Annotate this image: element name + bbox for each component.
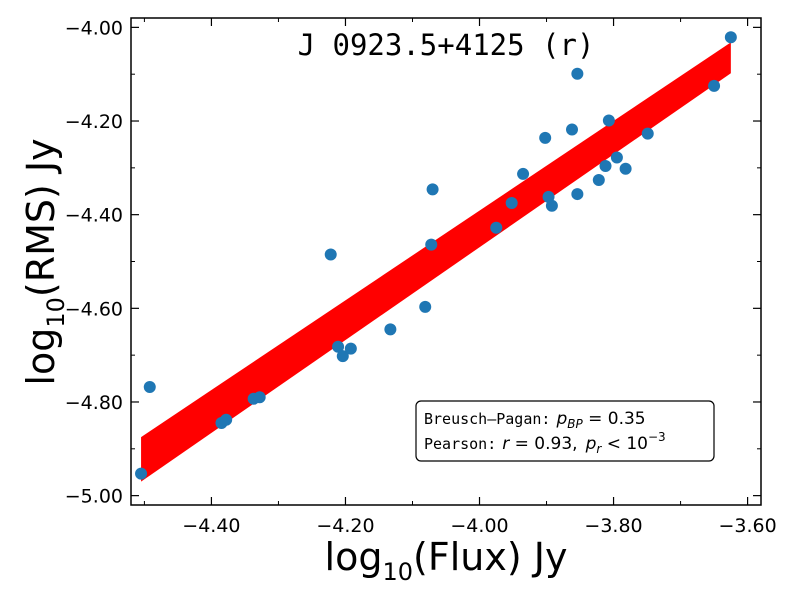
y-tick-label: −5.00 (65, 486, 123, 508)
x-axis-label: log10(Flux) Jy (325, 535, 568, 586)
regression-band (141, 42, 731, 482)
y-tick-label: −4.60 (65, 298, 123, 320)
data-point (220, 413, 233, 426)
y-tick-label: −4.40 (65, 205, 123, 227)
data-point (384, 323, 397, 336)
data-point (619, 162, 632, 175)
data-point (426, 183, 439, 196)
y-tick-label: −4.20 (65, 111, 123, 133)
data-point (599, 159, 612, 172)
data-point (336, 350, 349, 363)
data-point (566, 123, 578, 136)
chart-title: J 0923.5+4125 (r) (298, 28, 595, 62)
x-tick-label: −3.80 (584, 515, 642, 537)
y-axis-label-tail: (RMS) Jy (19, 138, 63, 297)
y-axis-label-sub: 10 (42, 297, 70, 328)
x-tick-label: −4.40 (182, 515, 240, 537)
x-tick-label: −4.00 (450, 515, 508, 537)
data-point (592, 174, 605, 187)
data-point (425, 238, 438, 251)
data-point (571, 188, 584, 201)
stats-box-frame (415, 400, 715, 462)
data-point (505, 196, 518, 209)
data-point (610, 151, 623, 164)
data-point (344, 342, 357, 355)
bp-stat-line: Breusch–Pagan: pBP = 0.35 (424, 409, 646, 431)
bp-symbol: p (555, 409, 567, 429)
fit-band-layer (141, 42, 731, 482)
x-tick-label: −3.60 (718, 515, 776, 537)
ticks-layer: −4.40 −4.20 −4.00 −3.80 −3.60 −5.00 −4.80 −4.60… (65, 17, 777, 537)
data-point (571, 67, 584, 80)
pearson-stat-line: Pearson: r = 0.93, pr < 10−3 (424, 430, 666, 456)
y-tick-label: −4.80 (65, 392, 123, 414)
data-point (539, 131, 552, 144)
data-point (602, 114, 615, 127)
data-points-layer (135, 31, 737, 480)
bp-label: Breusch–Pagan: (424, 410, 550, 428)
data-point (324, 248, 337, 261)
y-axis-label: log10(RMS) Jy (19, 138, 70, 385)
pearson-label: Pearson: (424, 435, 496, 453)
data-point (708, 79, 721, 92)
data-point (517, 167, 530, 180)
data-point (332, 340, 345, 353)
pearson-r-symbol: r (502, 434, 510, 454)
data-point (419, 300, 432, 313)
data-point (641, 127, 654, 140)
pearson-p-compare: < 10 (601, 434, 648, 454)
pearson-r-value: = 0.93, (509, 434, 577, 454)
pearson-p-symbol: p (585, 434, 597, 454)
data-point (143, 380, 156, 393)
data-point (253, 391, 266, 404)
x-axis-label-main: log (325, 535, 383, 579)
data-point (724, 31, 737, 44)
data-point (490, 221, 503, 234)
y-axis-label-main: log (19, 328, 63, 386)
bp-subscript: BP (567, 417, 583, 431)
stats-legend-box: Breusch–Pagan: pBP = 0.35 Pearson: r = 0.9… (415, 400, 715, 462)
pearson-p-subscript: r (596, 442, 602, 456)
y-tick-label: −4.00 (65, 17, 123, 39)
bp-value: = 0.35 (583, 409, 646, 429)
pearson-p-exponent: −3 (648, 430, 666, 444)
x-tick-label: −4.20 (316, 515, 374, 537)
x-axis-label-sub: 10 (382, 558, 413, 586)
data-point (135, 467, 148, 480)
x-axis-label-tail: (Flux) Jy (413, 535, 567, 579)
data-point (545, 199, 558, 212)
